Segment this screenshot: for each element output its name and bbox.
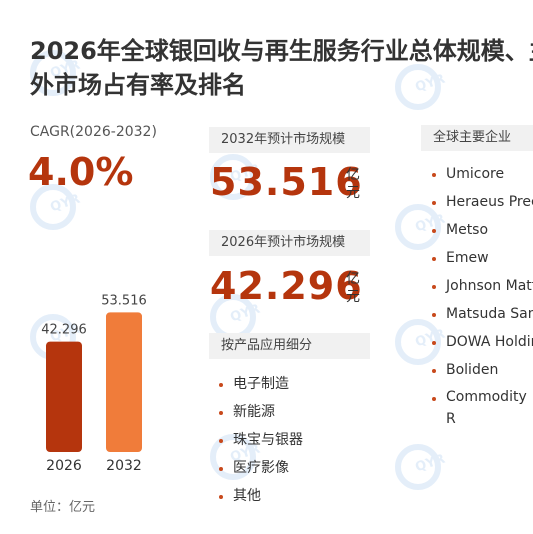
bullet-dot-icon — [432, 285, 436, 289]
companies-list: Umicore Heraeus Prec Metso Emew Johnson … — [432, 160, 533, 428]
page-title: 2026年全球银回收与再生服务行业总体规模、主 外市场占有率及排名 — [30, 34, 533, 102]
list-item: Matsuda Sang — [432, 300, 533, 328]
market-2026-unit: 亿元 — [346, 271, 360, 305]
bullet-dot-icon — [432, 341, 436, 345]
bar-2032 — [106, 312, 142, 452]
list-item: Metso — [432, 216, 533, 244]
market-2032-label: 2032年预计市场规模 — [209, 127, 370, 153]
bullet-dot-icon — [219, 383, 223, 387]
list-item: DOWA Holdin — [432, 328, 533, 356]
bar-2026 — [46, 341, 82, 452]
applications-label: 按产品应用细分 — [209, 333, 370, 359]
applications-list: 电子制造 新能源 珠宝与银器 医疗影像 其他 — [219, 370, 303, 510]
x-tick-label-2032: 2032 — [106, 458, 142, 474]
bullet-dot-icon — [219, 495, 223, 499]
x-tick-label-2026: 2026 — [46, 458, 82, 474]
bullet-dot-icon — [219, 439, 223, 443]
unit-label: 单位：亿元 — [30, 500, 96, 515]
list-item: Boliden — [432, 356, 533, 384]
bullet-dot-icon — [432, 313, 436, 317]
list-item: Johnson Matt — [432, 272, 533, 300]
list-item: 医疗影像 — [219, 454, 303, 482]
title-line-1: 2026年全球银回收与再生服务行业总体规模、主 — [30, 37, 533, 65]
list-item: 新能源 — [219, 398, 303, 426]
bullet-dot-icon — [432, 397, 436, 401]
data-label-2032: 53.516 — [101, 293, 147, 308]
list-item: 珠宝与银器 — [219, 426, 303, 454]
bullet-dot-icon — [219, 467, 223, 471]
title-line-2: 外市场占有率及排名 — [30, 71, 246, 99]
market-2032-value: 53.516 — [210, 160, 363, 204]
list-item: 电子制造 — [219, 370, 303, 398]
list-item: Commodity R Environmenta — [432, 384, 533, 428]
list-item: 其他 — [219, 482, 303, 510]
market-2032-unit: 亿元 — [346, 167, 360, 201]
watermark-logo: QYR — [395, 440, 473, 494]
market-2026-value: 42.296 — [210, 264, 363, 308]
data-label-2026: 42.296 — [41, 323, 87, 338]
watermark-logo: QYR — [30, 310, 108, 364]
list-item: Emew — [432, 244, 533, 272]
list-item: Umicore — [432, 160, 533, 188]
bullet-dot-icon — [432, 229, 436, 233]
cagr-label: CAGR(2026-2032) — [30, 124, 157, 140]
bullet-dot-icon — [432, 173, 436, 177]
cagr-value: 4.0% — [28, 150, 134, 194]
bullet-dot-icon — [219, 411, 223, 415]
list-item: Heraeus Prec — [432, 188, 533, 216]
bullet-dot-icon — [432, 369, 436, 373]
companies-label: 全球主要企业 — [421, 125, 533, 151]
bullet-dot-icon — [432, 201, 436, 205]
market-2026-label: 2026年预计市场规模 — [209, 230, 370, 256]
bullet-dot-icon — [432, 257, 436, 261]
